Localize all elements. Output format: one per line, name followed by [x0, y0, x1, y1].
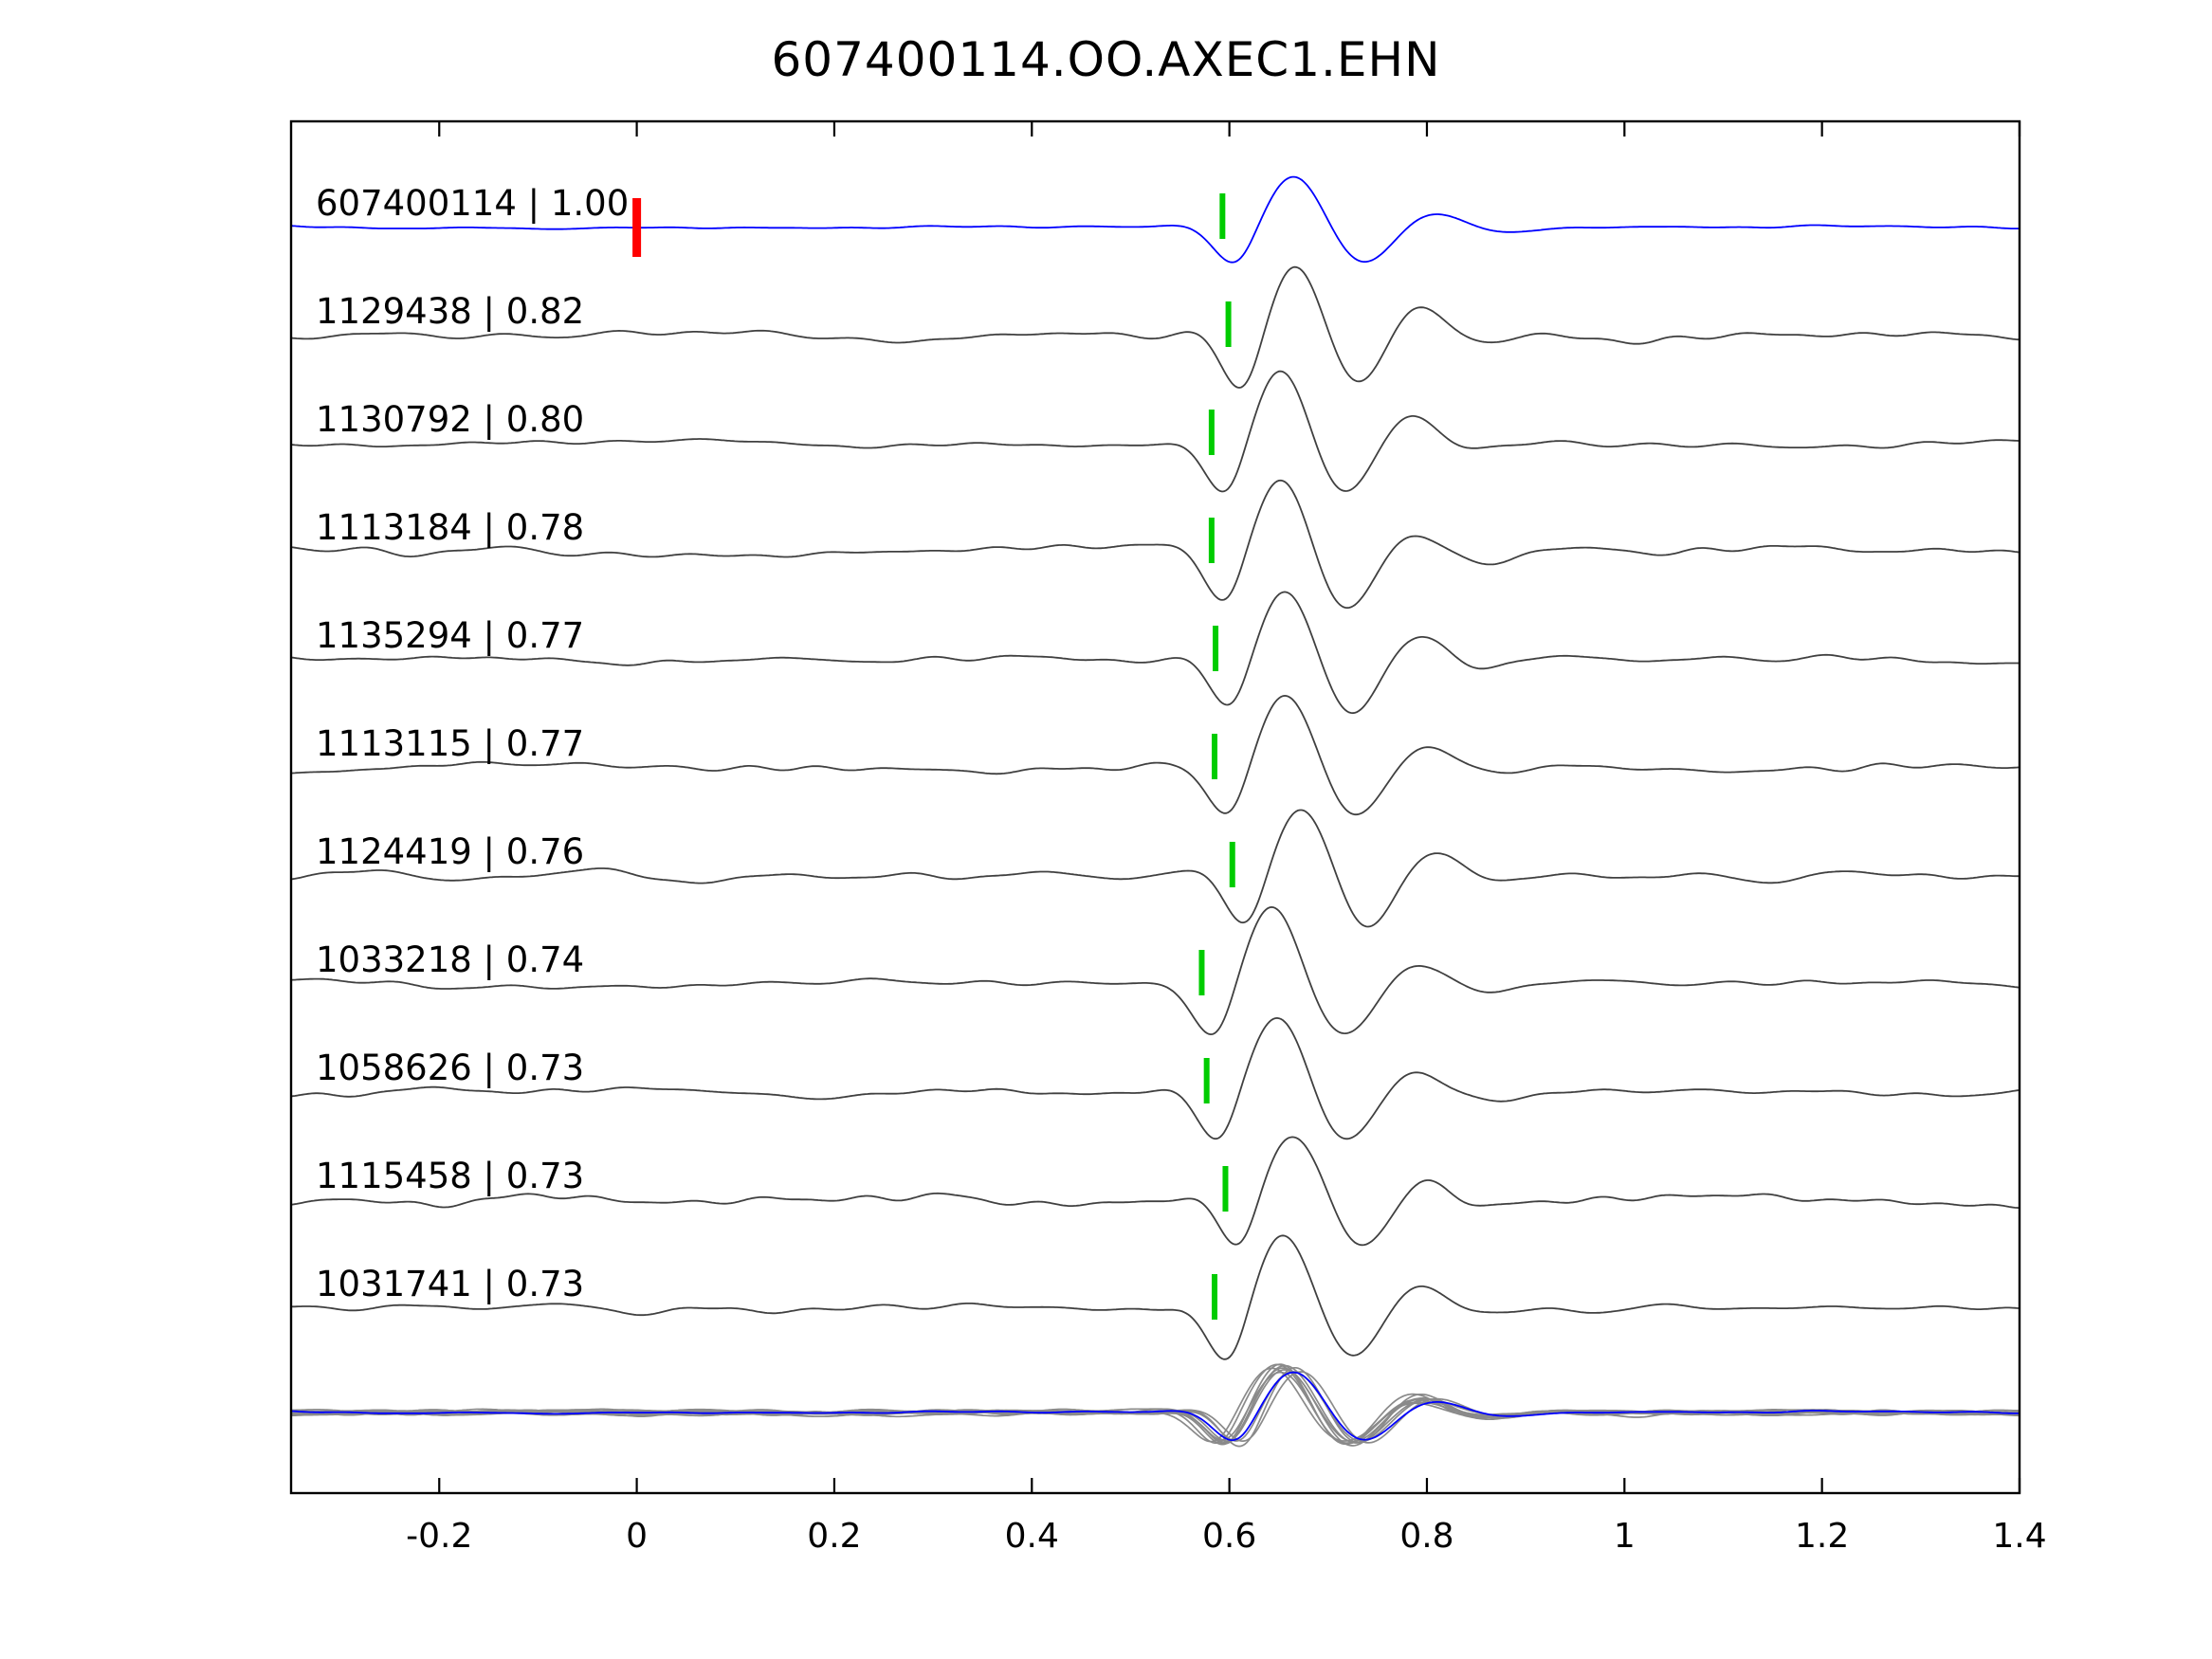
- overlay-trace-line: [291, 1367, 2020, 1445]
- match-trace-line: [291, 905, 2020, 1036]
- overlay-trace-line: [291, 1371, 2019, 1444]
- pick-marker: [1219, 193, 1226, 239]
- pick-marker: [1225, 301, 1232, 347]
- x-tick-label: -0.2: [406, 1517, 472, 1556]
- trace-label: 1113184 | 0.78: [316, 507, 584, 548]
- pick-marker: [1198, 950, 1205, 995]
- pick-marker: [1212, 734, 1218, 779]
- trace-label: 607400114 | 1.00: [316, 183, 629, 224]
- trace-label: 1031741 | 0.73: [316, 1264, 584, 1304]
- pick-marker: [1212, 1274, 1218, 1320]
- match-trace-line: [291, 479, 2020, 610]
- figure-title: 607400114.OO.AXEC1.EHN: [771, 32, 1441, 87]
- overlay-trace-line: [291, 1364, 2019, 1444]
- match-trace-line: [291, 1136, 2020, 1247]
- match-trace-line: [291, 1234, 2020, 1360]
- trace-label: 1135294 | 0.77: [316, 615, 584, 656]
- overlay-reference-line: [291, 1371, 2019, 1441]
- reference-pick-marker: [632, 198, 642, 257]
- x-tick-label: 0.8: [1399, 1517, 1453, 1556]
- trace-label: 1113115 | 0.77: [316, 723, 584, 764]
- x-tick-label: 1.2: [1795, 1517, 1849, 1556]
- x-tick-label: 0.6: [1202, 1517, 1256, 1556]
- overlay-trace-line: [291, 1369, 2019, 1447]
- pick-marker: [1229, 842, 1235, 887]
- trace-label: 1058626 | 0.73: [316, 1048, 584, 1088]
- x-tick-label: 0.4: [1005, 1517, 1059, 1556]
- match-trace-line: [291, 1016, 2020, 1140]
- reference-trace-line: [291, 175, 2019, 264]
- pick-marker: [1222, 1166, 1229, 1212]
- overlay-trace-line: [291, 1363, 2020, 1444]
- x-tick-label: 1: [1614, 1517, 1636, 1556]
- x-tick-label: 1.4: [1992, 1517, 2046, 1556]
- overlay-trace-line: [291, 1371, 2020, 1445]
- match-trace-line: [291, 265, 2020, 389]
- trace-label: 1033218 | 0.74: [316, 939, 584, 980]
- overlay-trace-line: [291, 1367, 2020, 1443]
- x-tick-label: 0: [626, 1517, 648, 1556]
- pick-marker: [1203, 1058, 1210, 1103]
- trace-label: 1115458 | 0.73: [316, 1156, 584, 1196]
- match-trace-line: [291, 809, 2019, 928]
- overlay-trace-line: [291, 1366, 2020, 1448]
- trace-group: [291, 175, 2020, 1448]
- trace-label: 1130792 | 0.80: [316, 399, 584, 440]
- pick-marker: [1213, 626, 1219, 671]
- match-trace-line: [291, 591, 2019, 715]
- plot-border: [289, 119, 2021, 1495]
- trace-label: 1124419 | 0.76: [316, 831, 584, 872]
- match-trace-line: [291, 370, 2020, 493]
- pick-marker: [1208, 518, 1215, 563]
- trace-label: 1129438 | 0.82: [316, 291, 584, 332]
- match-trace-line: [291, 694, 2020, 816]
- x-tick-label: 0.2: [807, 1517, 861, 1556]
- pick-marker: [1208, 410, 1215, 455]
- overlay-trace-line: [291, 1363, 2020, 1446]
- overlay-trace-line: [291, 1371, 2020, 1443]
